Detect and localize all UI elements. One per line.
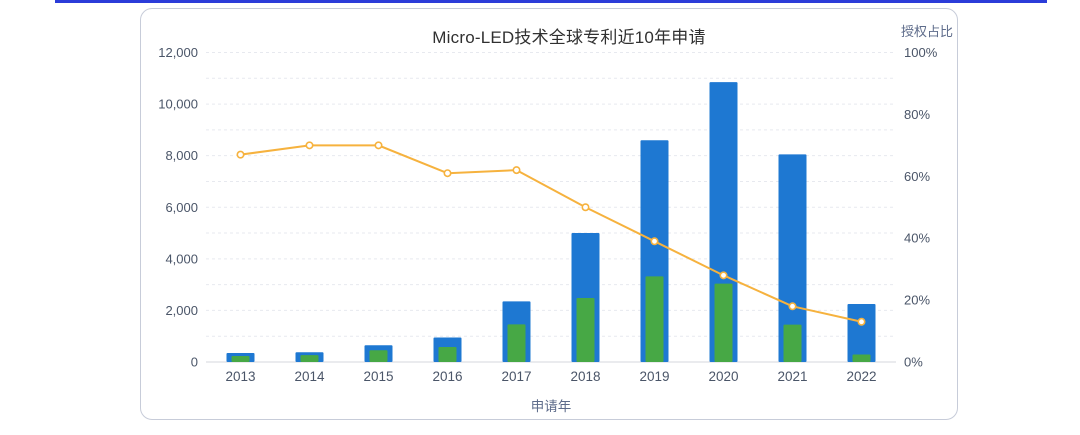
grant-ratio-line-point-2019[interactable]	[650, 237, 659, 246]
right-axis-tick-label-20%: 20%	[904, 293, 930, 308]
y-axis-tick-label-2,000: 2,000	[165, 303, 198, 318]
y-axis-tick-label-6,000: 6,000	[165, 200, 198, 215]
y-axis-tick-label-4,000: 4,000	[165, 251, 198, 266]
x-axis-tick-label-2014: 2014	[294, 369, 325, 384]
chart-title: Micro-LED技术全球专利近10年申请	[432, 28, 706, 47]
grants-bar-2019[interactable]	[645, 276, 664, 362]
x-axis-title-label: 申请年	[530, 399, 572, 414]
grant-ratio-line-point-2018[interactable]	[581, 203, 590, 212]
grant-ratio-line-point-2014[interactable]	[305, 141, 314, 150]
grant-ratio-line-point-2017[interactable]	[512, 166, 521, 175]
y-axis-tick-label-10,000: 10,000	[158, 97, 198, 112]
x-axis-tick-label-2013: 2013	[225, 369, 255, 384]
x-axis-tick-label-2022: 2022	[846, 369, 876, 384]
x-axis-tick-label-2020: 2020	[708, 369, 738, 384]
right-axis-title-label: 授权占比	[901, 24, 954, 39]
patent-chart-svg: 0 2,000 4,000 6,000 8,000 10,000 12,000 0% 20% 40…	[158, 45, 938, 384]
applications-bar-2022[interactable]	[847, 303, 876, 362]
grants-bar-2013[interactable]	[231, 355, 250, 362]
grants-bar-2016[interactable]	[438, 347, 457, 362]
y-axis-tick-label-8,000: 8,000	[165, 148, 198, 163]
right-axis-tick-label-60%: 60%	[904, 169, 930, 184]
grants-bar-2022[interactable]	[852, 354, 871, 362]
grants-bar-2020[interactable]	[714, 283, 733, 362]
grant-ratio-line-point-2022[interactable]	[857, 317, 866, 326]
grant-ratio-line-point-2020[interactable]	[719, 271, 728, 280]
grant-ratio-line-point-2013[interactable]	[236, 150, 245, 159]
right-axis-tick-label-80%: 80%	[904, 107, 930, 122]
right-axis-tick-label-0%: 0%	[904, 355, 923, 370]
grant-ratio-line-point-2015[interactable]	[374, 141, 383, 150]
right-axis-tick-label-40%: 40%	[904, 231, 930, 246]
grant-ratio-line[interactable]	[240, 144, 862, 323]
x-axis-tick-label-2019: 2019	[639, 369, 669, 384]
top-accent-line	[55, 0, 1047, 3]
x-axis-tick-label-2021: 2021	[777, 369, 807, 384]
grants-bar-2018[interactable]	[576, 298, 595, 362]
grant-ratio-line-point-2021[interactable]	[788, 302, 797, 311]
y-axis-tick-label-0: 0	[191, 355, 198, 370]
applications-bar-2021[interactable]	[778, 154, 807, 362]
x-axis-tick-label-2018: 2018	[570, 369, 600, 384]
right-axis-tick-label-100%: 100%	[904, 45, 938, 60]
y-axis-tick-label-12,000: 12,000	[158, 45, 198, 60]
grant-ratio-line-point-2016[interactable]	[443, 169, 452, 178]
grants-bar-2017[interactable]	[507, 324, 526, 362]
grants-bar-2021[interactable]	[783, 324, 802, 362]
grants-bar-2014[interactable]	[300, 355, 319, 362]
x-axis-tick-label-2015: 2015	[363, 369, 393, 384]
x-axis-tick-label-2017: 2017	[501, 369, 531, 384]
chart-card: Micro-LED技术全球专利近10年申请 授权占比 0 2,000 4,000 6,…	[140, 8, 958, 420]
x-axis-tick-label-2016: 2016	[432, 369, 462, 384]
grants-bar-2015[interactable]	[369, 350, 388, 362]
